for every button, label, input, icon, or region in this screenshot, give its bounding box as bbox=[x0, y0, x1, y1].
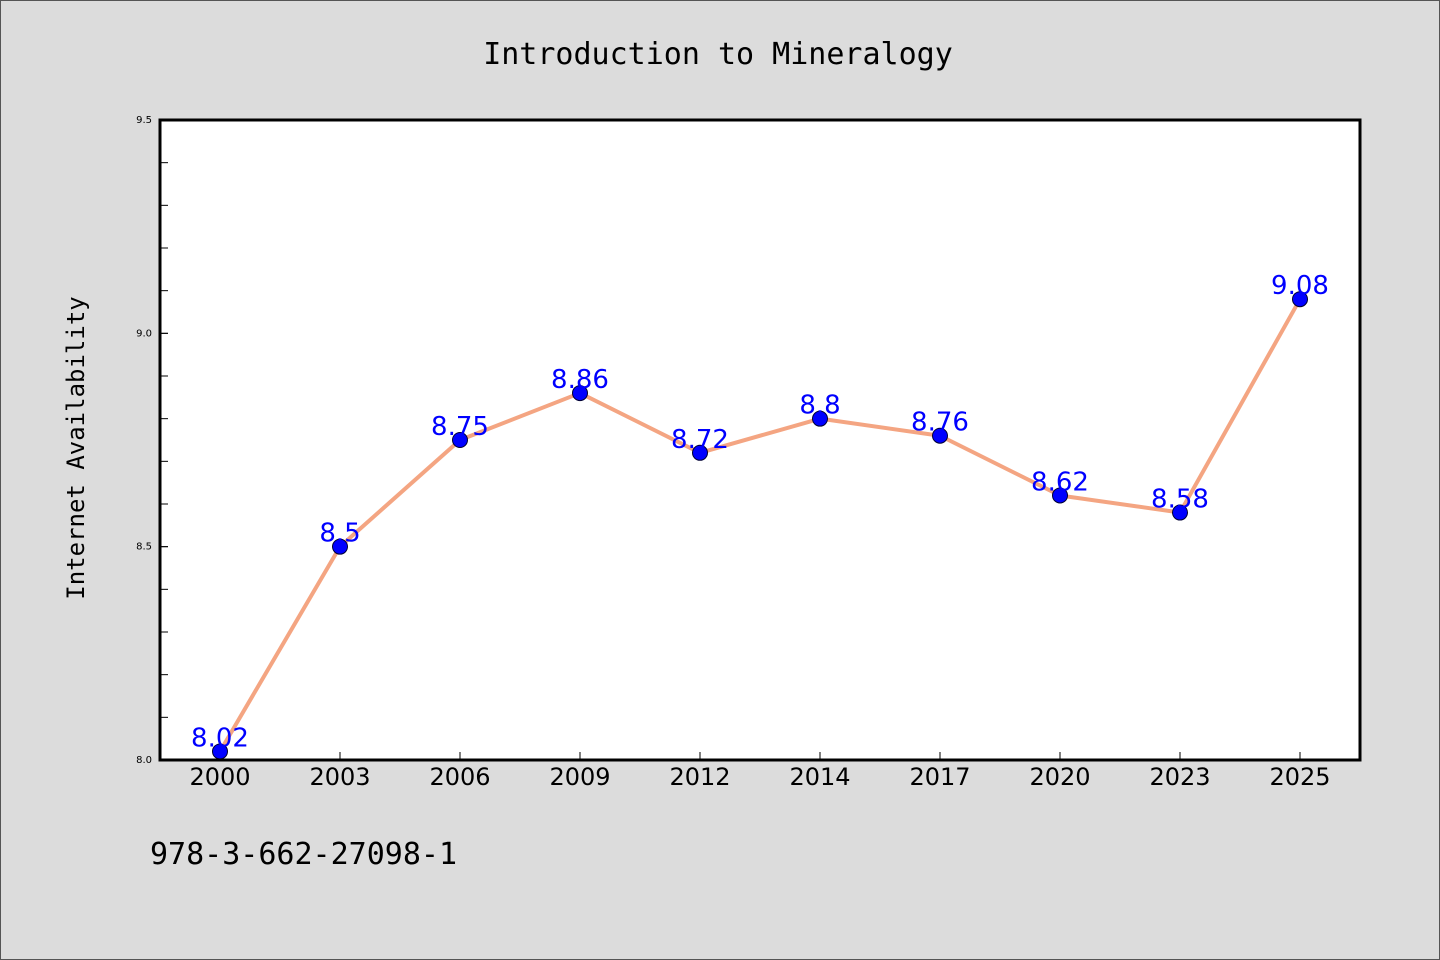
data-label: 8.76 bbox=[911, 408, 969, 438]
data-label: 8.5 bbox=[319, 519, 360, 549]
data-label: 9.08 bbox=[1271, 271, 1329, 301]
y-tick-label: 8.5 bbox=[136, 542, 152, 553]
data-label: 8.02 bbox=[191, 723, 249, 753]
data-labels: 8.02 8.5 8.75 8.86 8.72 8.8 8.76 8.62 8.58 9.08 bbox=[191, 271, 1329, 753]
data-point bbox=[932, 427, 948, 444]
data-point bbox=[812, 410, 828, 427]
x-tick-label: 2023 bbox=[1149, 763, 1210, 791]
data-point bbox=[572, 385, 588, 402]
y-tick-label: 8.0 bbox=[136, 755, 152, 766]
x-axis-ticks: 2000 2003 2006 2009 2012 2014 2017 2020 2023 2025 bbox=[189, 752, 1331, 791]
plot-border bbox=[158, 118, 1362, 762]
x-tick-label: 2020 bbox=[1029, 763, 1090, 791]
data-label: 8.86 bbox=[551, 365, 609, 395]
y-tick-label: 9.5 bbox=[136, 115, 152, 126]
data-label: 8.58 bbox=[1151, 485, 1209, 515]
data-label: 8.62 bbox=[1031, 467, 1089, 497]
plot-area bbox=[160, 120, 1360, 760]
data-label: 8.75 bbox=[431, 412, 489, 442]
data-markers bbox=[212, 291, 1308, 760]
data-point bbox=[332, 538, 348, 555]
data-point bbox=[1292, 291, 1308, 308]
chart-title: Introduction to Mineralogy bbox=[483, 37, 953, 72]
x-tick-label: 2014 bbox=[789, 763, 850, 791]
x-tick-label: 2003 bbox=[309, 763, 370, 791]
x-tick-label: 2006 bbox=[429, 763, 490, 791]
data-point bbox=[692, 444, 708, 461]
data-point bbox=[1052, 487, 1068, 504]
x-tick-label: 2025 bbox=[1269, 763, 1330, 791]
series-line bbox=[218, 298, 1302, 753]
x-tick-label: 2012 bbox=[669, 763, 730, 791]
data-point bbox=[452, 432, 468, 448]
data-label: 8.72 bbox=[671, 425, 729, 455]
y-tick-label: 9.0 bbox=[136, 328, 152, 339]
isbn-text: 978-3-662-27098-1 bbox=[150, 837, 457, 872]
y-axis-label: Internet Availability bbox=[62, 296, 90, 599]
x-tick-label: 2017 bbox=[909, 763, 970, 791]
x-tick-label: 2000 bbox=[189, 763, 250, 791]
x-tick-label: 2009 bbox=[549, 763, 610, 791]
data-point bbox=[1172, 504, 1188, 521]
data-label: 8.8 bbox=[799, 391, 840, 421]
